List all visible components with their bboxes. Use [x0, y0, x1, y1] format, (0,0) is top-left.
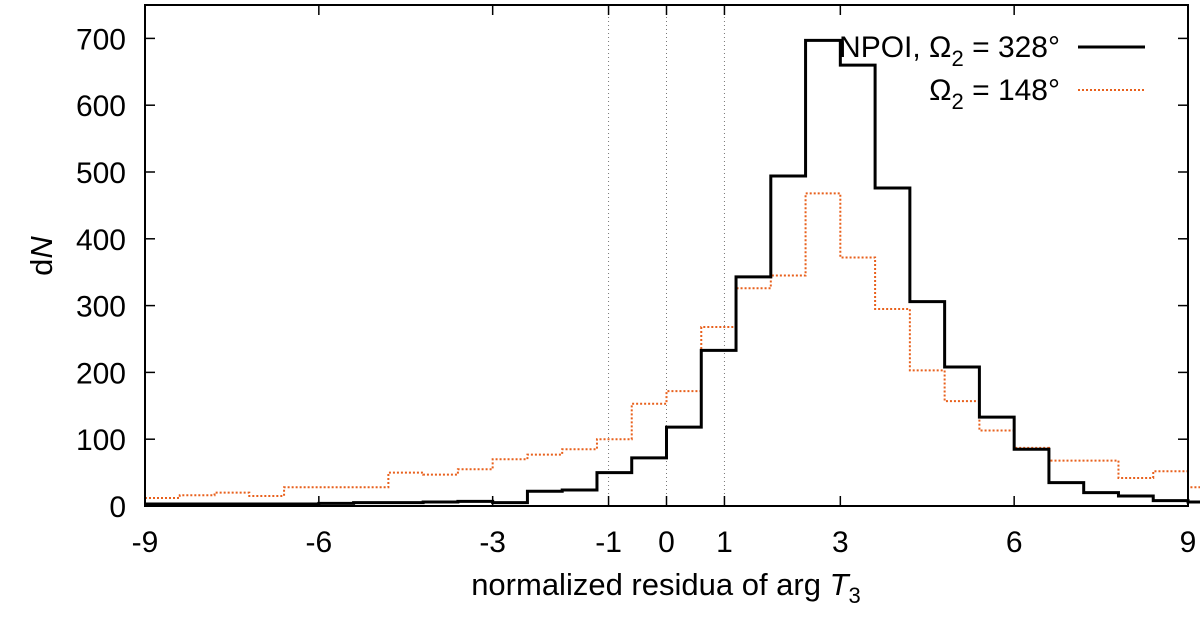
- y-axis-title: dN: [24, 236, 59, 276]
- x-tick-label: 9: [1180, 526, 1197, 559]
- y-tick-label: 700: [76, 23, 126, 56]
- x-tick-label: -1: [595, 526, 622, 559]
- x-axis-title-variable: T: [830, 567, 851, 602]
- x-tick-label: -3: [479, 526, 506, 559]
- y-tick-label: 600: [76, 90, 126, 123]
- x-tick-label: 0: [658, 526, 675, 559]
- x-axis-title: normalized residua of arg T3: [471, 567, 861, 608]
- legend-label-tail: = 148°: [964, 74, 1060, 107]
- y-tick-labels: 0 100 200 300 400 500 600 700: [76, 23, 126, 524]
- y-axis-title-var: N: [24, 236, 59, 259]
- legend-label-main: NPOI, Ω: [839, 31, 951, 64]
- legend-label-subscript: 2: [952, 89, 964, 114]
- legend-label-subscript: 2: [952, 46, 964, 71]
- y-tick-label: 400: [76, 224, 126, 257]
- x-tick-label: 6: [1006, 526, 1023, 559]
- y-tick-label: 0: [109, 491, 126, 524]
- y-tick-label: 500: [76, 157, 126, 190]
- x-tick-label: 1: [716, 526, 733, 559]
- legend-label-1: Ω2 = 148°: [929, 74, 1060, 114]
- x-axis-title-main: normalized residua of arg T: [471, 567, 850, 602]
- y-tick-label: 300: [76, 291, 126, 324]
- legend-label-0: NPOI, Ω2 = 328°: [839, 31, 1060, 71]
- y-tick-label: 100: [76, 424, 126, 457]
- y-tick-label: 200: [76, 357, 126, 390]
- series-1-histogram: [145, 192, 1200, 499]
- x-tick-labels: -9 -6 -3 -1 0 1 3 6 9: [132, 526, 1197, 559]
- legend-label-tail: = 328°: [964, 31, 1060, 64]
- series-layer: [145, 38, 1200, 506]
- x-tick-label: 3: [832, 526, 849, 559]
- x-axis-title-subscript: 3: [849, 583, 861, 608]
- legend: NPOI, Ω2 = 328°Ω2 = 148°: [839, 31, 1145, 114]
- x-tick-label: -9: [132, 526, 159, 559]
- x-tick-label: -6: [305, 526, 332, 559]
- plot-frame: [144, 4, 1189, 507]
- series-0-histogram: [145, 38, 1200, 506]
- y-axis-title-d: d: [24, 259, 59, 276]
- legend-label-main: Ω: [929, 74, 951, 107]
